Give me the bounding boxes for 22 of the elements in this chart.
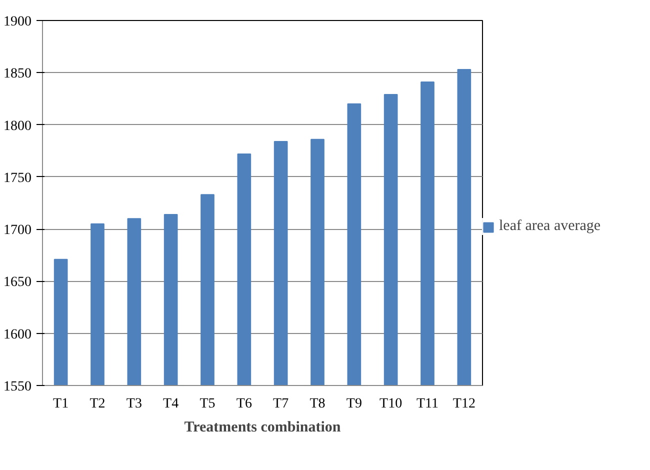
x-tick-label: T4: [163, 396, 179, 412]
y-tick-label: 1600: [4, 327, 32, 342]
legend-label: leaf area average: [499, 218, 601, 235]
x-tick-label: T6: [236, 396, 252, 412]
x-tick-label: T12: [452, 396, 476, 412]
x-tick-label: T8: [310, 396, 326, 412]
x-tick-label: T5: [200, 396, 216, 412]
x-tick-label: T7: [273, 396, 289, 412]
x-tick-label: T10: [380, 396, 402, 412]
x-axis-title: Treatments combination: [184, 420, 342, 436]
x-tick-label: T9: [346, 396, 362, 412]
y-tick-label: 1750: [4, 170, 32, 186]
y-tick-label: 1900: [4, 14, 32, 30]
y-tick-label: 1700: [4, 223, 32, 238]
y-tick-label: 1550: [4, 380, 32, 394]
x-tick-label: T1: [53, 396, 69, 412]
y-tick-label: 1800: [4, 118, 32, 134]
x-tick-label: T11: [416, 396, 439, 412]
y-tick-label: 1850: [4, 66, 32, 82]
x-tick-label: T3: [126, 396, 142, 412]
y-tick-label: 1650: [4, 275, 32, 290]
x-tick-label: T2: [90, 396, 106, 412]
